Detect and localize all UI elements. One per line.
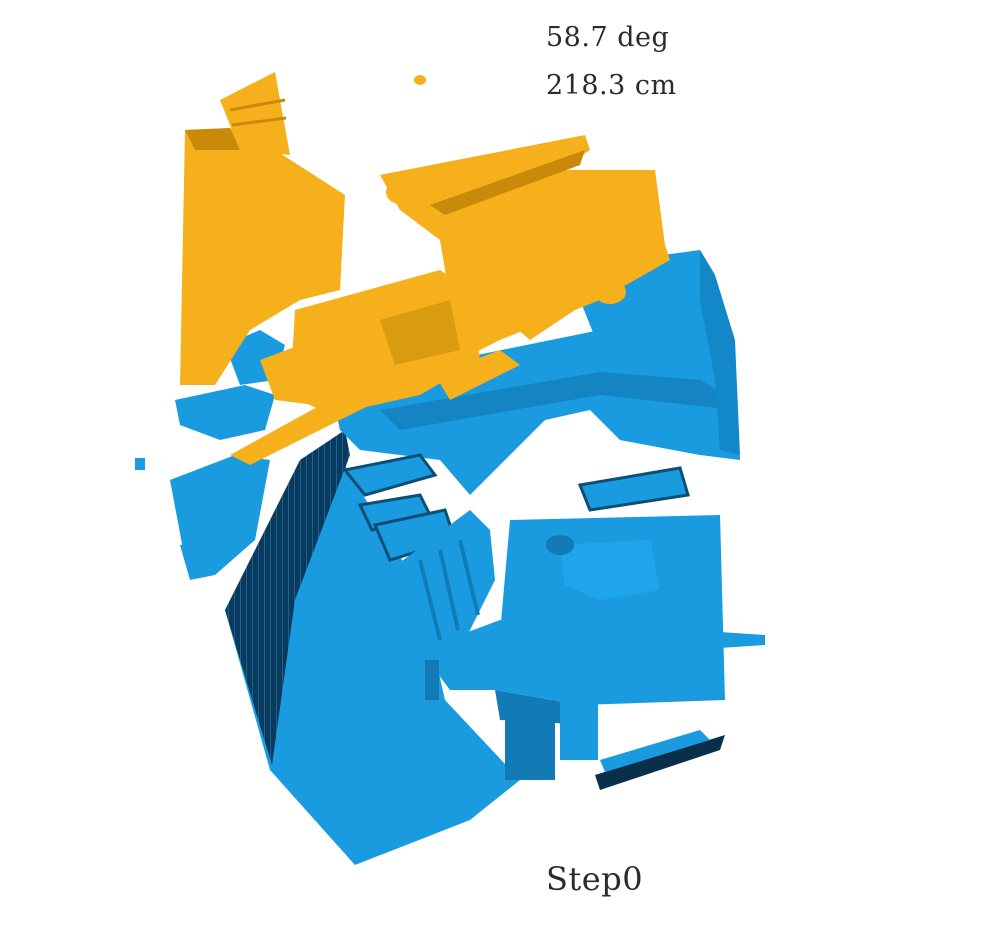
source-left-panel-edge	[185, 128, 240, 150]
desk-item-1	[342, 453, 438, 497]
table-leg-left	[505, 700, 555, 780]
chair-leg	[425, 660, 439, 700]
chair-back-rear	[577, 466, 690, 512]
source-top-wedge	[220, 72, 290, 155]
source-lower-chunk	[260, 345, 335, 405]
table-top	[495, 515, 725, 705]
left-speck	[135, 458, 145, 470]
source-left-panel	[180, 128, 345, 385]
source-speck	[414, 75, 426, 85]
source-top-wedge-lines	[229, 98, 287, 127]
source-lower-strip	[435, 350, 520, 400]
floor-strip-light	[600, 730, 710, 772]
source-round-object-2	[594, 280, 626, 304]
table-leg-right	[560, 700, 598, 760]
source-point-cloud	[180, 72, 670, 465]
chair-back	[390, 510, 495, 655]
source-desk-detail	[380, 300, 460, 365]
upper-cabinet-edge	[700, 250, 740, 455]
source-round-object	[386, 180, 414, 204]
back-wall-shadow	[380, 372, 735, 430]
distance-readout: 218.3 cm	[546, 70, 677, 101]
dark-wall-panel	[225, 430, 350, 765]
step-label: Step0	[546, 860, 644, 898]
floor-strip	[595, 735, 725, 790]
source-right-box-2	[565, 170, 640, 250]
chair-back-slats	[418, 539, 480, 641]
table-side-arm	[720, 632, 765, 648]
source-upper-right-shade	[430, 150, 585, 215]
table-top-highlight	[560, 540, 660, 600]
left-shelf	[175, 385, 275, 440]
source-right-box	[490, 220, 600, 340]
left-small-blob	[180, 540, 215, 580]
table-object	[546, 535, 574, 555]
angle-readout: 58.7 deg	[546, 22, 670, 53]
